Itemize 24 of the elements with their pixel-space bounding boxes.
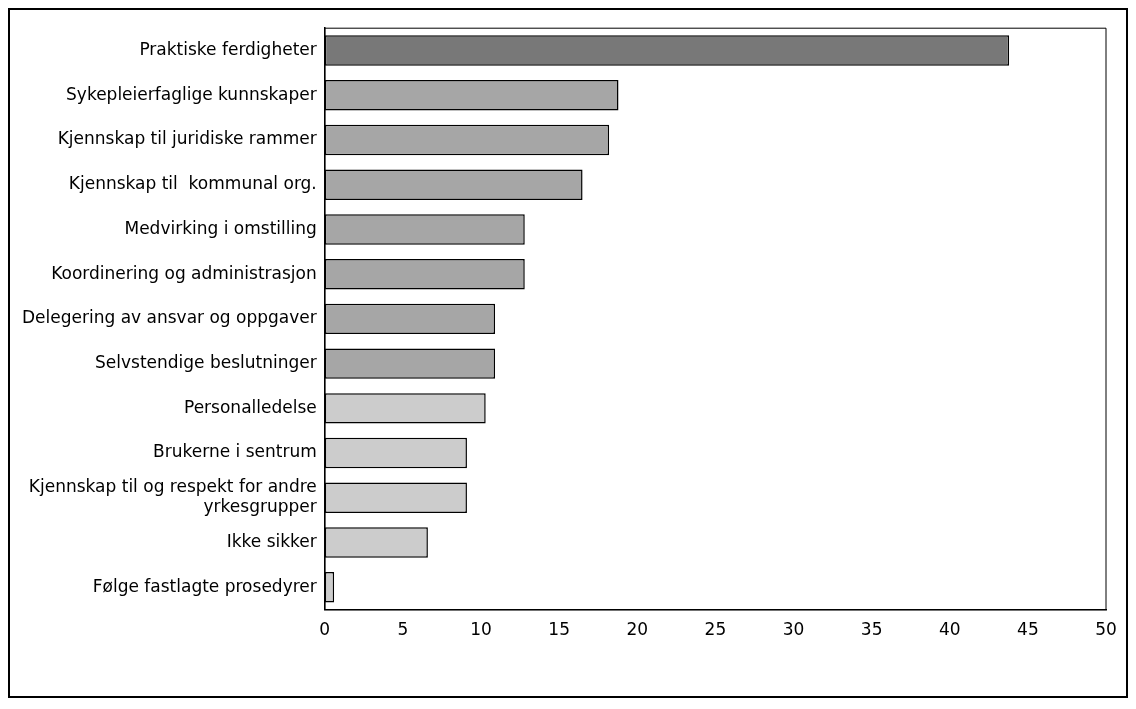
x-tick-label: 30 bbox=[782, 619, 805, 640]
y-tick-label: Brukerne i sentrum bbox=[153, 441, 317, 462]
x-tick-label: 25 bbox=[704, 619, 727, 640]
x-tick-label: 40 bbox=[938, 619, 961, 640]
x-tick-label: 10 bbox=[470, 619, 492, 640]
x-tick-label: 15 bbox=[548, 619, 570, 640]
x-tick-label: 50 bbox=[1095, 619, 1117, 640]
x-tick-label: 0 bbox=[319, 619, 331, 640]
y-tick-label: Kjennskap til kommunal org. bbox=[68, 173, 317, 194]
y-tick-label: Sykepleierfaglige kunnskaper bbox=[66, 83, 317, 104]
y-tick-label: Praktiske ferdigheter bbox=[139, 38, 317, 59]
x-tick-label: 20 bbox=[626, 619, 649, 640]
y-tick-label: Personalledelse bbox=[184, 396, 317, 417]
x-tick-label: 45 bbox=[1017, 619, 1039, 640]
y-tick-label: Kjennskap til og respekt for andre yrkesgrupper bbox=[28, 476, 317, 517]
y-tick-label: Følge fastlagte prosedyrer bbox=[92, 575, 317, 596]
y-tick-label: Selvstendige beslutninger bbox=[95, 352, 317, 373]
y-tick-label: Kjennskap til juridiske rammer bbox=[57, 128, 317, 149]
y-tick-label: Koordinering og administrasjon bbox=[51, 262, 317, 283]
x-tick-label: 35 bbox=[860, 619, 883, 640]
y-tick-label: Medvirking i omstilling bbox=[124, 217, 317, 238]
x-tick-label: 5 bbox=[397, 619, 409, 640]
y-tick-label: Ikke sikker bbox=[226, 530, 317, 551]
y-tick-label: Delegering av ansvar og oppgaver bbox=[22, 307, 317, 328]
